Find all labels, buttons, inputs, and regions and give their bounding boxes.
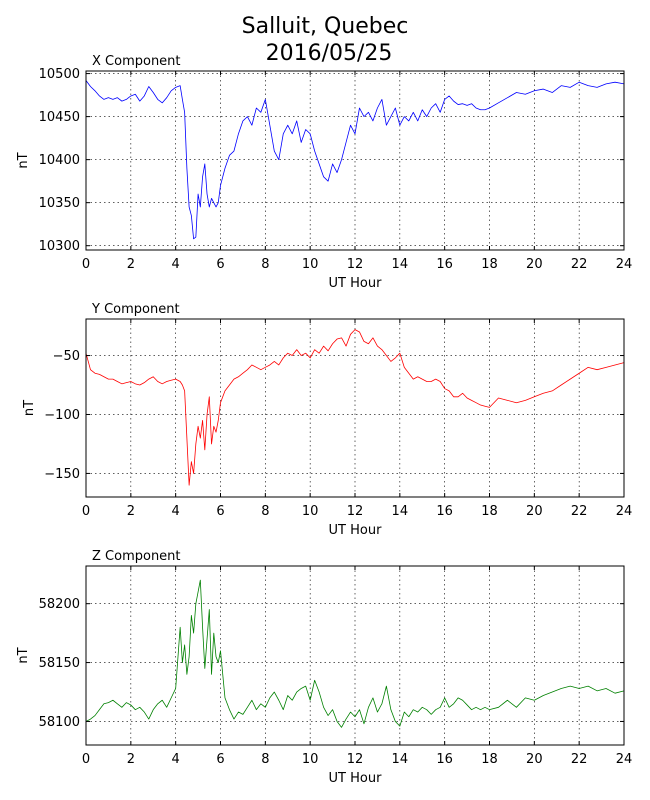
y-tick-label: 10350 — [39, 196, 80, 211]
y-tick-label: 10450 — [39, 110, 80, 125]
y-tick-label: 58100 — [39, 715, 80, 730]
figure-title-line2: 2016/05/25 — [266, 41, 393, 66]
y-tick-label: −50 — [53, 349, 80, 364]
chart-panel: 0 2 4 6 8 10 12 14 16 18 20 22 24−150−100−50Y Compon… — [22, 302, 632, 538]
x-tick-label: 12 — [347, 752, 364, 767]
x-tick-label: 22 — [571, 257, 588, 272]
x-tick-label: 6 — [216, 257, 224, 272]
x-tick-label: 2 — [127, 257, 135, 272]
x-tick-label: 18 — [481, 257, 498, 272]
x-tick-label: 6 — [216, 752, 224, 767]
x-tick-label: 14 — [392, 504, 409, 519]
chart-panel: 0 2 4 6 8 10 12 14 16 18 20 22 241030010350104001045… — [16, 54, 632, 291]
x-axis-label: UT Hour — [329, 771, 383, 786]
x-tick-label: 22 — [571, 752, 588, 767]
plot-frame — [85, 565, 625, 746]
panel-title: X Component — [92, 54, 181, 69]
x-tick-label: 6 — [216, 504, 224, 519]
x-tick-label: 24 — [616, 752, 633, 767]
x-tick-label: 0 — [82, 257, 90, 272]
x-tick-label: 2 — [127, 752, 135, 767]
x-tick-label: 24 — [616, 504, 633, 519]
x-tick-label: 20 — [526, 752, 543, 767]
x-tick-label: 14 — [392, 257, 409, 272]
x-tick-label: 10 — [302, 752, 319, 767]
x-tick-label: 24 — [616, 257, 633, 272]
x-tick-label: 4 — [172, 752, 180, 767]
series-line — [85, 329, 625, 486]
x-tick-label: 4 — [172, 504, 180, 519]
y-tick-label: 10300 — [39, 239, 80, 254]
y-tick-label: −100 — [44, 408, 80, 423]
series-line — [85, 579, 625, 728]
plot-frame — [85, 318, 625, 498]
x-tick-label: 22 — [571, 504, 588, 519]
x-tick-label: 8 — [261, 504, 269, 519]
x-tick-label: 20 — [526, 504, 543, 519]
x-tick-label: 2 — [127, 504, 135, 519]
x-tick-label: 10 — [302, 504, 319, 519]
chart-panels: 0 2 4 6 8 10 12 14 16 18 20 22 241030010350104001045… — [16, 54, 632, 786]
panel-title: Y Component — [91, 302, 180, 317]
y-axis-label: nT — [16, 647, 31, 663]
y-tick-label: 58200 — [39, 597, 80, 612]
x-tick-label: 12 — [347, 257, 364, 272]
panel-title: Z Component — [92, 549, 181, 564]
x-tick-label: 14 — [392, 752, 409, 767]
y-tick-label: 58150 — [39, 656, 80, 671]
x-tick-label: 0 — [82, 504, 90, 519]
x-tick-label: 16 — [436, 504, 453, 519]
x-tick-label: 18 — [481, 752, 498, 767]
y-tick-label: 10500 — [39, 67, 80, 82]
x-tick-label: 16 — [436, 257, 453, 272]
series-line — [85, 80, 625, 240]
x-tick-label: 8 — [261, 752, 269, 767]
x-axis-label: UT Hour — [329, 523, 383, 538]
x-tick-label: 4 — [172, 257, 180, 272]
y-axis-label: nT — [22, 400, 37, 416]
x-tick-label: 8 — [261, 257, 269, 272]
x-axis-label: UT Hour — [329, 276, 383, 291]
figure-title-line1: Salluit, Quebec — [242, 14, 409, 39]
x-tick-label: 20 — [526, 257, 543, 272]
x-tick-label: 18 — [481, 504, 498, 519]
y-tick-label: 10400 — [39, 153, 80, 168]
x-tick-label: 10 — [302, 257, 319, 272]
y-tick-label: −150 — [44, 467, 80, 482]
y-axis-label: nT — [16, 152, 31, 168]
x-tick-label: 16 — [436, 752, 453, 767]
x-tick-label: 12 — [347, 504, 364, 519]
x-tick-label: 0 — [82, 752, 90, 767]
